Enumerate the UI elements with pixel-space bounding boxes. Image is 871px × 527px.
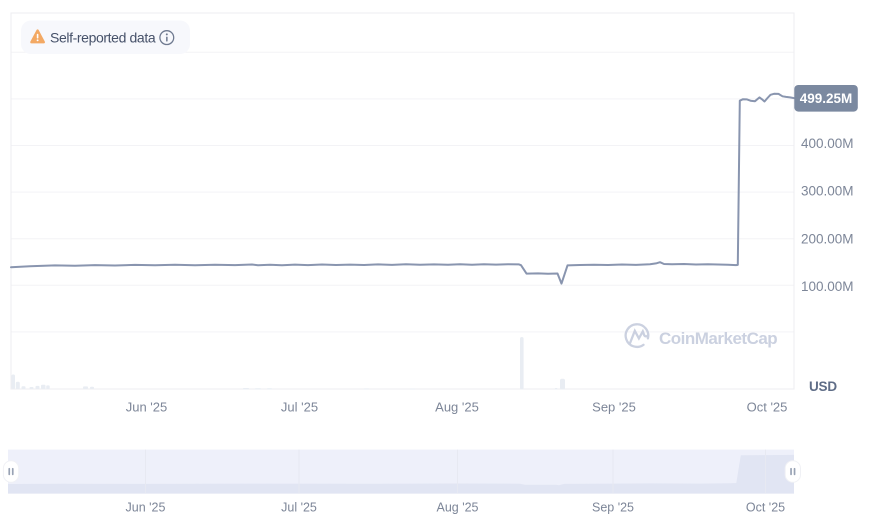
svg-text:Oct '25: Oct '25 bbox=[746, 501, 785, 515]
svg-text:Jun '25: Jun '25 bbox=[126, 400, 168, 415]
svg-text:Jun '25: Jun '25 bbox=[126, 501, 166, 515]
svg-text:USD: USD bbox=[809, 379, 837, 394]
svg-text:300.00M: 300.00M bbox=[801, 184, 854, 199]
svg-text:Sep '25: Sep '25 bbox=[592, 400, 636, 415]
svg-text:Sep '25: Sep '25 bbox=[592, 501, 634, 515]
svg-text:Jul '25: Jul '25 bbox=[281, 501, 317, 515]
svg-text:CoinMarketCap: CoinMarketCap bbox=[659, 329, 777, 348]
svg-text:Jul '25: Jul '25 bbox=[281, 400, 318, 415]
svg-text:Aug '25: Aug '25 bbox=[436, 501, 478, 515]
svg-text:400.00M: 400.00M bbox=[801, 136, 854, 151]
svg-text:200.00M: 200.00M bbox=[801, 231, 854, 246]
svg-text:Oct '25: Oct '25 bbox=[747, 400, 788, 415]
svg-text:499.25M: 499.25M bbox=[800, 91, 853, 106]
svg-text:Aug '25: Aug '25 bbox=[435, 400, 479, 415]
svg-text:100.00M: 100.00M bbox=[801, 279, 854, 294]
svg-text:Self-reported data: Self-reported data bbox=[50, 29, 156, 45]
